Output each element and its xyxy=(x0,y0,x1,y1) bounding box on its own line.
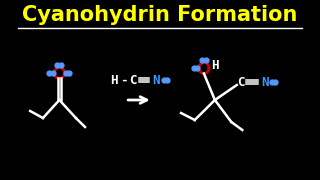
Text: H: H xyxy=(211,58,218,71)
Text: N: N xyxy=(153,73,160,87)
Text: C: C xyxy=(129,73,136,87)
Text: N: N xyxy=(261,75,268,89)
Text: H: H xyxy=(110,73,118,87)
Text: C: C xyxy=(237,75,244,89)
Text: Cyanohydrin Formation: Cyanohydrin Formation xyxy=(22,5,298,25)
Text: -: - xyxy=(120,73,127,87)
